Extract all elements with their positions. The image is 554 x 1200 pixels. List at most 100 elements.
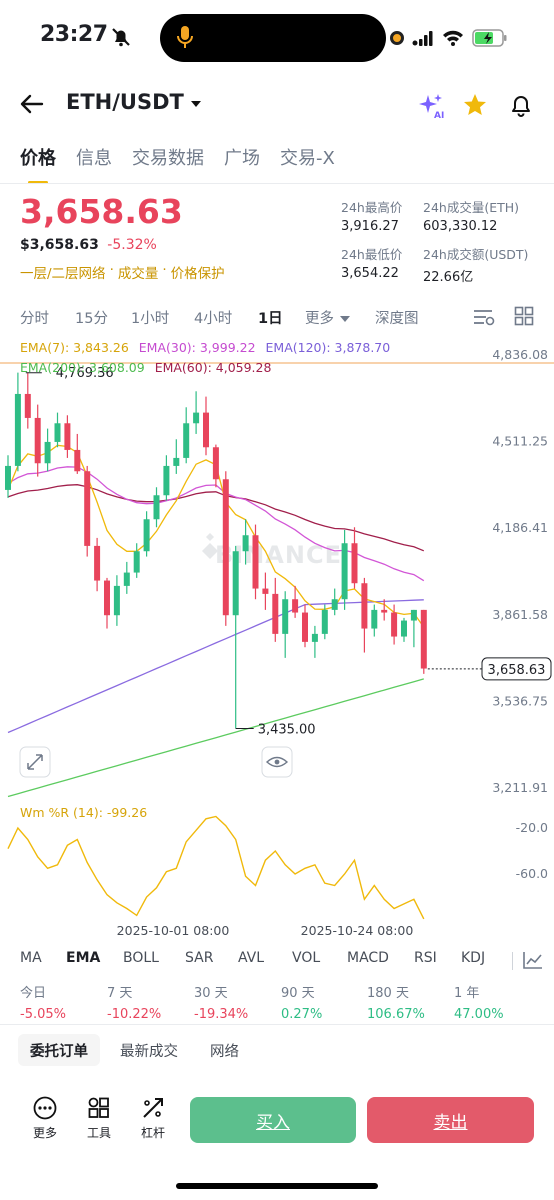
divider bbox=[0, 1024, 554, 1025]
indicator-chart-icon[interactable] bbox=[522, 950, 544, 970]
candle-up bbox=[123, 572, 130, 586]
perf-7d: 7 天 -10.22% bbox=[107, 982, 197, 1022]
top-tabs: 价格 信息 交易数据 广场 交易-X bbox=[20, 144, 335, 184]
ind-ema[interactable]: EMA bbox=[66, 950, 101, 966]
stat-24h-volume-eth: 24h成交量(ETH) 603,330.12 bbox=[423, 197, 553, 234]
chevron-down-icon[interactable] bbox=[190, 99, 202, 109]
y-tick-label: 3,211.91 bbox=[492, 780, 548, 795]
candle-up bbox=[5, 465, 11, 490]
tab-trade-x[interactable]: 交易-X bbox=[280, 148, 335, 169]
ind-avl[interactable]: AVL bbox=[238, 950, 265, 966]
status-time: 23:27 bbox=[40, 22, 108, 47]
candle-down bbox=[212, 447, 219, 480]
action-bar: 更多 工具 杠杆 bbox=[0, 1096, 554, 1146]
tf-1d[interactable]: 1日 bbox=[258, 311, 283, 327]
tf-more[interactable]: 更多 bbox=[305, 307, 350, 328]
more-button[interactable]: 更多 bbox=[25, 1096, 65, 1141]
dynamic-island bbox=[160, 14, 386, 62]
candle-down bbox=[34, 417, 41, 464]
stat-24h-low: 24h最低价 3,654.22 bbox=[341, 244, 451, 281]
caret-down-icon bbox=[340, 316, 350, 322]
performance-row: 今日 -5.05% 7 天 -10.22% 30 天 -19.34% 90 天 … bbox=[20, 982, 540, 1022]
tools-label: 工具 bbox=[86, 1126, 111, 1140]
candle-up bbox=[321, 609, 328, 634]
price-tags: 一层/二层网络 · 成交量 · 价格保护 bbox=[20, 262, 225, 282]
candle-up bbox=[410, 609, 417, 621]
more-dots-icon bbox=[33, 1096, 57, 1120]
recording-indicator-icon bbox=[390, 31, 404, 45]
perf-value: 106.67% bbox=[367, 1007, 425, 1022]
candle-up bbox=[44, 441, 51, 464]
favorite-star-icon[interactable] bbox=[462, 92, 488, 118]
wr-tick-label: -60.0 bbox=[516, 866, 548, 881]
stat-label: 24h成交量(ETH) bbox=[423, 200, 520, 215]
stat-value: 3,654.22 bbox=[341, 266, 399, 281]
candle-down bbox=[262, 588, 269, 594]
ind-rsi[interactable]: RSI bbox=[414, 950, 437, 966]
ind-vol[interactable]: VOL bbox=[292, 950, 321, 966]
notification-bell-icon[interactable] bbox=[508, 92, 534, 118]
tab-square[interactable]: 广场 bbox=[224, 148, 260, 169]
perf-90d: 90 天 0.27% bbox=[281, 982, 371, 1022]
perf-label: 180 天 bbox=[367, 986, 409, 1001]
tf-line[interactable]: 分时 bbox=[20, 311, 49, 327]
y-tick-label: 4,836.08 bbox=[492, 347, 548, 362]
ind-boll[interactable]: BOLL bbox=[123, 950, 159, 966]
buy-button[interactable]: 买入 bbox=[190, 1097, 356, 1143]
tag-price-protection[interactable]: 价格保护 bbox=[170, 266, 225, 282]
tab-open-orders[interactable]: 委托订单 bbox=[18, 1034, 100, 1066]
perf-label: 7 天 bbox=[107, 986, 133, 1001]
cellular-signal-icon bbox=[412, 31, 433, 46]
candle-down bbox=[351, 543, 358, 584]
tag-separator: · bbox=[109, 262, 114, 278]
legend-ema60: EMA(60): 4,059.28 bbox=[154, 360, 272, 375]
eye-outline-icon bbox=[265, 756, 289, 768]
chart-settings-icon[interactable] bbox=[472, 306, 496, 328]
timeframe-bar: 分时 15分 1小时 4小时 1日 更多 深度图 bbox=[0, 304, 554, 334]
sell-button[interactable]: 卖出 bbox=[367, 1097, 534, 1143]
tf-1h[interactable]: 1小时 bbox=[131, 311, 170, 327]
perf-label: 1 年 bbox=[454, 986, 480, 1001]
tag-volume[interactable]: 成交量 bbox=[117, 266, 159, 282]
ind-macd[interactable]: MACD bbox=[347, 950, 389, 966]
divider bbox=[0, 183, 554, 184]
candle-down bbox=[252, 535, 259, 589]
ai-sparkle-icon[interactable]: AI bbox=[418, 92, 446, 120]
candle-down bbox=[24, 393, 31, 418]
tag-network[interactable]: 一层/二层网络 bbox=[20, 266, 106, 282]
ind-sar[interactable]: SAR bbox=[185, 950, 214, 966]
back-arrow-icon[interactable] bbox=[18, 92, 46, 116]
ind-ma[interactable]: MA bbox=[20, 950, 42, 966]
tf-15m[interactable]: 15分 bbox=[75, 311, 108, 327]
ind-kdj[interactable]: KDJ bbox=[461, 950, 486, 966]
tab-info[interactable]: 信息 bbox=[76, 148, 112, 169]
perf-30d: 30 天 -19.34% bbox=[194, 982, 284, 1022]
tools-grid-icon bbox=[88, 1097, 109, 1118]
pair-title[interactable]: ETH/USDT bbox=[66, 90, 184, 114]
tab-trading-data[interactable]: 交易数据 bbox=[132, 148, 204, 169]
candle-up bbox=[341, 543, 348, 600]
tools-button[interactable]: 工具 bbox=[79, 1096, 119, 1141]
y-tick-label: 3,536.75 bbox=[492, 693, 548, 708]
y-tick-label: 4,511.25 bbox=[492, 434, 548, 449]
perf-today: 今日 -5.05% bbox=[20, 982, 110, 1022]
wr-legend: Wm %R (14): -99.26 bbox=[20, 805, 147, 820]
stat-value: 603,330.12 bbox=[423, 219, 498, 234]
candle-up bbox=[242, 535, 249, 552]
tab-network[interactable]: 网络 bbox=[210, 1044, 239, 1060]
tf-4h[interactable]: 4小时 bbox=[194, 311, 233, 327]
ema120-line bbox=[7, 599, 424, 734]
stat-24h-high: 24h最高价 3,916.27 bbox=[341, 197, 451, 234]
indicator-tabs: MA EMA BOLL SAR AVL VOL MACD RSI KDJ bbox=[0, 950, 554, 974]
perf-value: 0.27% bbox=[281, 1007, 323, 1022]
perf-label: 30 天 bbox=[194, 986, 228, 1001]
tf-depth[interactable]: 深度图 bbox=[375, 311, 419, 327]
watermark-logo-icon bbox=[202, 533, 218, 559]
wr-line bbox=[7, 815, 425, 920]
candlestick-chart[interactable]: 4,836.08 4,511.25 4,186.41 3,861.58 3,536.75… bbox=[0, 345, 554, 945]
grid-layout-icon[interactable] bbox=[514, 306, 534, 326]
leverage-button[interactable]: 杠杆 bbox=[133, 1096, 173, 1141]
tab-price[interactable]: 价格 bbox=[20, 144, 56, 184]
tab-latest-trades[interactable]: 最新成交 bbox=[120, 1044, 178, 1060]
candle-up bbox=[54, 423, 61, 442]
